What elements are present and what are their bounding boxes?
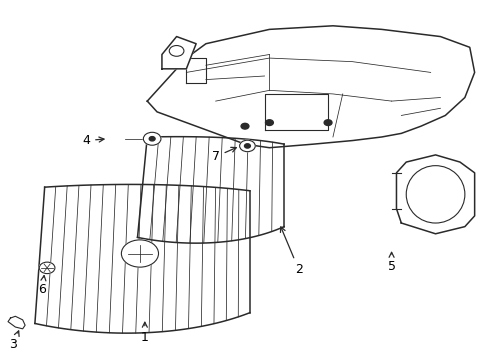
Circle shape (240, 140, 255, 152)
Polygon shape (396, 155, 475, 234)
Text: 2: 2 (280, 227, 303, 276)
Ellipse shape (406, 166, 465, 223)
Polygon shape (8, 316, 25, 329)
Circle shape (144, 132, 161, 145)
Circle shape (169, 45, 184, 56)
Polygon shape (35, 184, 250, 333)
Text: 7: 7 (212, 147, 236, 163)
Text: 4: 4 (82, 134, 104, 147)
Circle shape (149, 136, 155, 141)
Polygon shape (162, 37, 196, 69)
Circle shape (122, 240, 159, 267)
Circle shape (324, 120, 332, 126)
Circle shape (241, 123, 249, 129)
Text: 1: 1 (141, 322, 149, 344)
Circle shape (266, 120, 273, 126)
Polygon shape (138, 137, 284, 243)
Polygon shape (147, 26, 475, 148)
Text: 3: 3 (9, 331, 19, 351)
Circle shape (245, 144, 250, 148)
Text: 5: 5 (388, 252, 395, 273)
Circle shape (39, 262, 55, 274)
Text: 6: 6 (38, 276, 46, 296)
